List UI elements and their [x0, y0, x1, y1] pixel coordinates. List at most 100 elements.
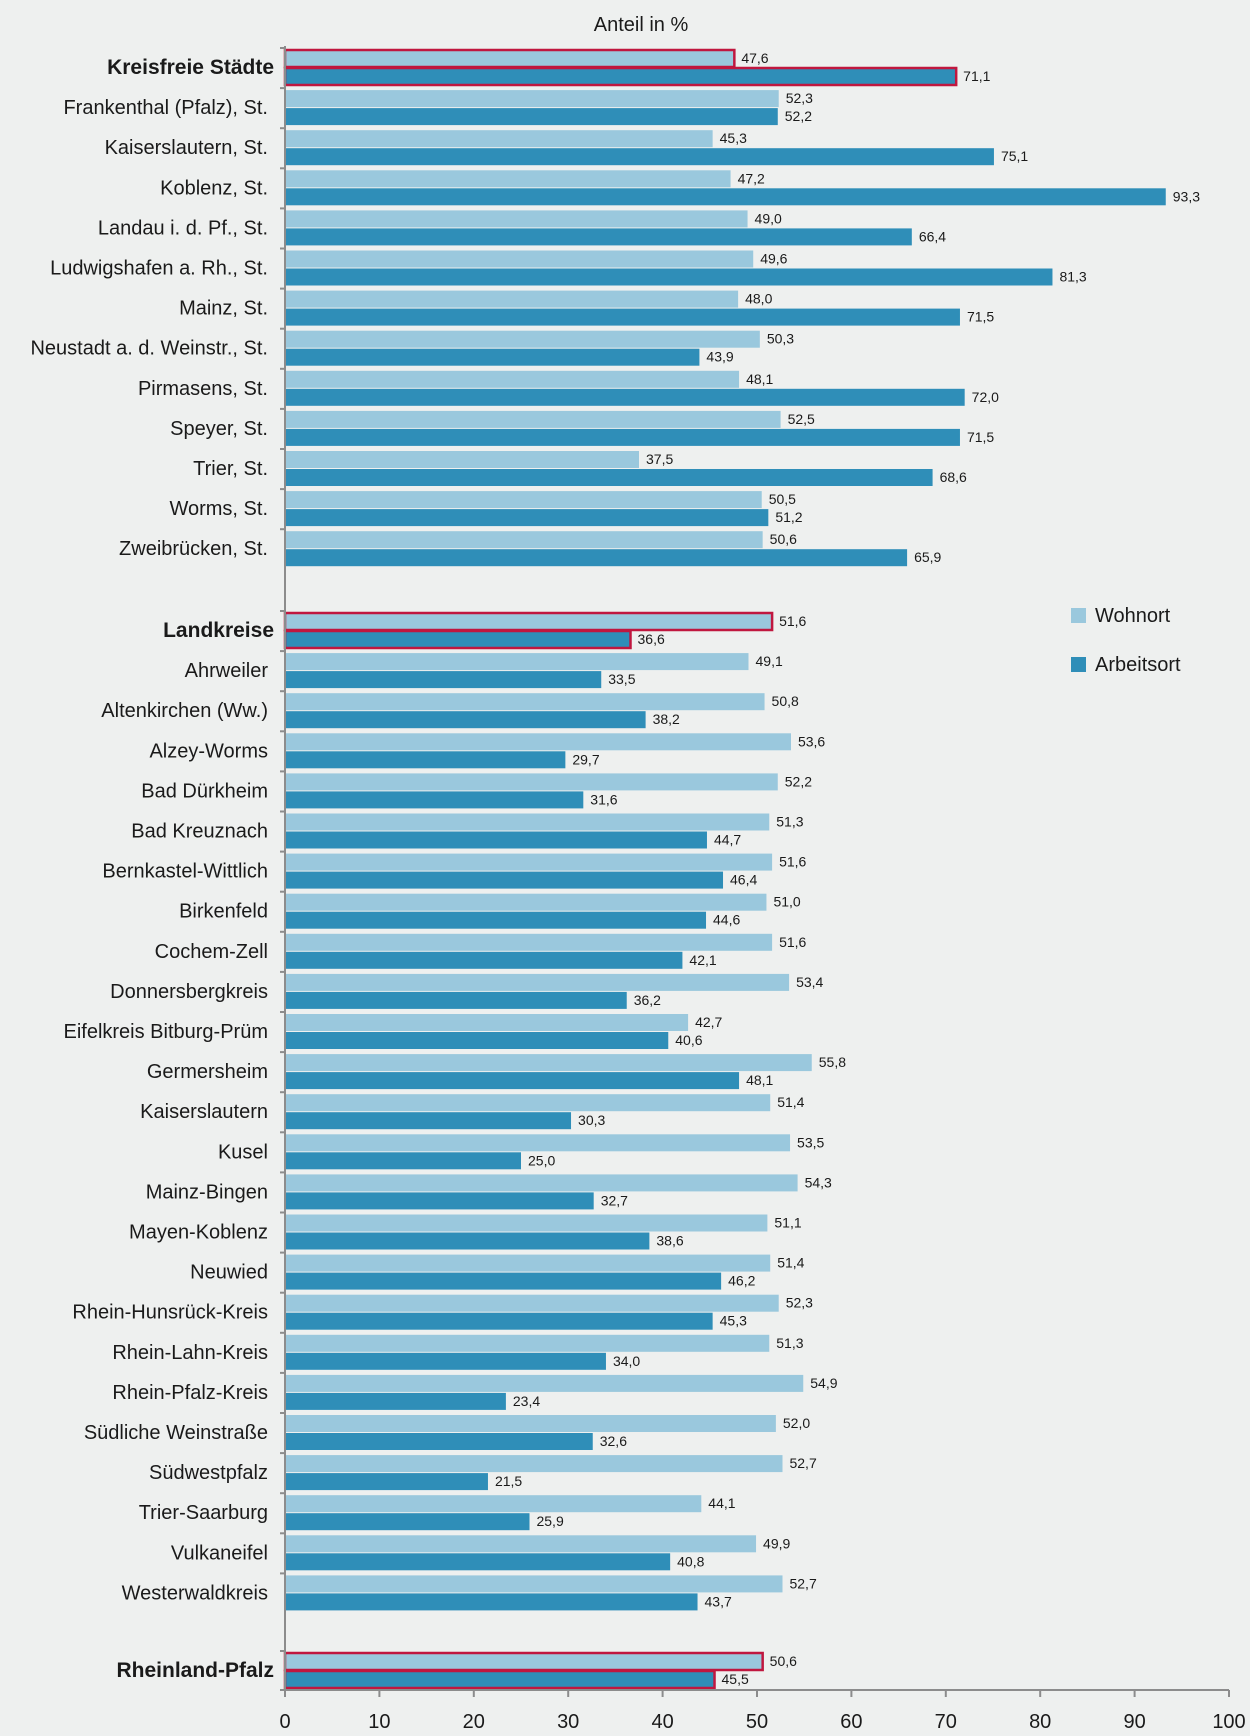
bar-wohnort — [285, 1134, 791, 1152]
category-label: Cochem-Zell — [155, 941, 268, 963]
bar-arbeitsort — [285, 469, 933, 486]
data-label-wohnort: 51,6 — [779, 613, 806, 629]
category-label: Ahrweiler — [185, 660, 269, 682]
bar-arbeitsort — [285, 1352, 606, 1370]
x-tick-label: 30 — [557, 1711, 579, 1731]
bar-wohnort — [285, 1415, 776, 1432]
category-label: Mayen-Koblenz — [129, 1222, 268, 1244]
data-label-arbeitsort: 21,5 — [495, 1473, 522, 1489]
bar-arbeitsort — [285, 1312, 713, 1330]
category-label: Bad Kreuznach — [131, 821, 268, 843]
bar-arbeitsort — [285, 1032, 669, 1049]
bar-wohnort — [283, 611, 774, 632]
data-label-arbeitsort: 48,1 — [746, 1072, 773, 1088]
data-label-arbeitsort: 43,7 — [705, 1593, 732, 1609]
bar-arbeitsort — [285, 1593, 698, 1611]
data-label-wohnort: 47,6 — [741, 50, 768, 66]
bar-wohnort — [285, 733, 791, 751]
bar-arbeitsort — [285, 1112, 572, 1130]
bar-arbeitsort — [283, 629, 632, 650]
category-label: Westerwaldkreis — [122, 1582, 268, 1604]
data-label-arbeitsort: 71,5 — [967, 429, 994, 445]
bar-arbeitsort — [285, 308, 960, 326]
bar-arbeitsort — [285, 1192, 594, 1210]
data-label-wohnort: 52,0 — [783, 1415, 810, 1431]
bar-arbeitsort — [285, 1513, 530, 1531]
bar-wohnort — [285, 330, 760, 348]
data-label-arbeitsort: 29,7 — [572, 751, 599, 767]
category-label: Rhein-Hunsrück-Kreis — [72, 1302, 268, 1324]
category-label: Kaiserslautern, St. — [105, 137, 268, 159]
data-label-arbeitsort: 25,0 — [528, 1152, 555, 1168]
x-tick-label: 90 — [1123, 1711, 1145, 1731]
x-tick-label: 20 — [463, 1711, 485, 1731]
legend-swatch-arbeitsort — [1071, 657, 1086, 672]
category-label: Bernkastel-Wittlich — [102, 861, 268, 883]
bar-wohnort — [285, 210, 748, 228]
bar-arbeitsort — [285, 751, 566, 769]
bar-wohnort — [285, 1455, 783, 1473]
data-label-arbeitsort: 68,6 — [940, 469, 967, 485]
category-label: Eifelkreis Bitburg-Prüm — [63, 1021, 268, 1043]
data-label-wohnort: 51,6 — [779, 854, 806, 870]
bar-arbeitsort — [285, 509, 769, 527]
bar-wohnort — [285, 1094, 771, 1112]
data-label-arbeitsort: 30,3 — [578, 1112, 605, 1128]
bar-wohnort — [285, 1575, 783, 1593]
data-label-wohnort: 52,7 — [789, 1575, 816, 1591]
data-label-wohnort: 51,4 — [777, 1094, 804, 1110]
x-tick-label: 50 — [746, 1711, 768, 1731]
bar-wohnort — [285, 1014, 689, 1031]
data-label-wohnort: 51,0 — [773, 894, 800, 910]
bar-arbeitsort — [285, 871, 724, 889]
category-label: Germersheim — [147, 1061, 268, 1083]
bar-wohnort — [285, 1174, 798, 1192]
data-label-arbeitsort: 25,9 — [536, 1513, 563, 1529]
bar-arbeitsort — [285, 911, 707, 929]
bar-wohnort — [285, 531, 763, 549]
bar-wohnort — [285, 693, 765, 711]
data-label-wohnort: 53,4 — [796, 974, 823, 990]
category-label: Worms, St. — [169, 498, 268, 520]
data-label-arbeitsort: 40,8 — [677, 1553, 704, 1569]
data-label-arbeitsort: 32,7 — [601, 1192, 628, 1208]
category-label: Speyer, St. — [170, 418, 268, 440]
data-label-arbeitsort: 33,5 — [608, 671, 635, 687]
bar-arbeitsort — [285, 348, 700, 366]
data-label-wohnort: 51,3 — [776, 814, 803, 830]
data-label-arbeitsort: 51,2 — [775, 509, 802, 525]
data-label-wohnort: 52,5 — [788, 411, 815, 427]
bar-arbeitsort — [285, 1072, 740, 1090]
x-tick-label: 100 — [1212, 1711, 1245, 1731]
bar-wohnort — [285, 491, 762, 509]
bar-arbeitsort — [285, 108, 778, 126]
bar-arbeitsort — [285, 228, 912, 246]
bar-arbeitsort — [285, 1232, 650, 1250]
bar-wohnort — [285, 451, 639, 468]
bar-wohnort — [285, 813, 770, 831]
data-label-arbeitsort: 44,7 — [714, 832, 741, 848]
bar-wohnort — [285, 170, 731, 188]
data-label-wohnort: 51,1 — [774, 1215, 801, 1231]
data-label-arbeitsort: 71,5 — [967, 309, 994, 325]
bar-arbeitsort — [285, 268, 1053, 286]
data-label-wohnort: 50,6 — [770, 1653, 797, 1669]
category-label: Trier-Saarburg — [139, 1502, 268, 1524]
data-label-wohnort: 50,3 — [767, 331, 794, 347]
bar-arbeitsort — [285, 1152, 521, 1170]
category-label: Südliche Weinstraße — [84, 1422, 268, 1444]
bar-wohnort — [285, 290, 739, 308]
data-label-arbeitsort: 71,1 — [963, 68, 990, 84]
data-label-wohnort: 50,6 — [770, 531, 797, 547]
data-label-arbeitsort: 65,9 — [914, 549, 941, 565]
bar-wohnort — [283, 48, 736, 69]
data-label-arbeitsort: 81,3 — [1059, 269, 1086, 285]
data-label-wohnort: 48,0 — [745, 291, 772, 307]
data-label-wohnort: 50,8 — [772, 693, 799, 709]
category-label: Trier, St. — [193, 458, 268, 480]
data-label-arbeitsort: 40,6 — [675, 1032, 702, 1048]
data-label-arbeitsort: 43,9 — [706, 349, 733, 365]
data-label-wohnort: 51,3 — [776, 1335, 803, 1351]
